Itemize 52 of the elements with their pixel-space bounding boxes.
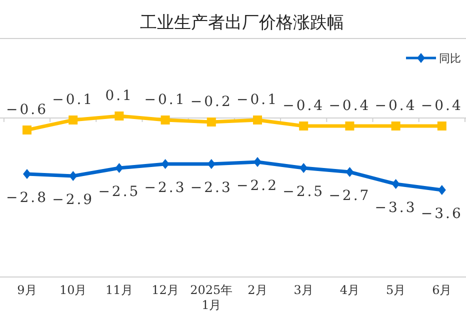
x-tick-label: 6月 [431,283,453,298]
data-label: −0.2 [190,94,232,110]
point [438,185,446,195]
data-label: −2.3 [144,180,186,196]
data-label: −2.8 [6,190,48,206]
point [68,116,78,124]
data-label: −2.9 [52,192,94,208]
chart-title: 工业生产者出厂价格涨跌幅 [140,12,344,34]
point [69,171,78,181]
point [254,157,262,167]
x-tick-label: 2025年1月 [189,283,234,313]
data-label: −0.1 [236,92,278,108]
point [345,122,354,130]
data-label: −2.7 [328,188,371,204]
data-label: −0.4 [328,98,371,114]
point [160,116,170,124]
data-label: −3.3 [374,200,417,216]
data-label: −0.6 [6,102,48,118]
x-tick-label: 5月 [384,283,407,298]
point [392,179,400,189]
data-label: 0.1 [105,88,134,104]
data-label: −2.2 [236,178,278,194]
legend-label: 同比 [439,50,461,66]
data-label: −2.5 [98,184,140,200]
x-tick-label: 2月 [246,283,268,298]
x-tick-label: 11月 [104,283,134,298]
point [391,122,400,130]
data-label: −0.4 [374,98,417,114]
point [115,163,124,173]
data-label: −2.5 [282,184,325,200]
x-tick-label: 9月 [16,283,38,298]
data-label: −2.3 [190,180,232,196]
point [22,126,32,134]
data-label: −0.1 [52,92,94,108]
data-label: −0.1 [144,92,186,108]
x-tick-label: 12月 [150,283,180,298]
data-label: −0.4 [420,98,463,114]
point [346,167,354,177]
point [253,116,262,124]
data-label: −3.6 [420,206,463,222]
point [437,122,446,130]
data-label: −0.4 [282,98,325,114]
x-tick-label: 4月 [338,283,360,298]
x-tick-label: 3月 [292,283,314,298]
point [114,112,124,120]
point [161,159,170,169]
point [299,122,308,130]
point [206,118,216,126]
point [300,163,308,173]
point [207,159,216,169]
point [23,169,31,179]
x-tick-label: 10月 [58,283,88,298]
